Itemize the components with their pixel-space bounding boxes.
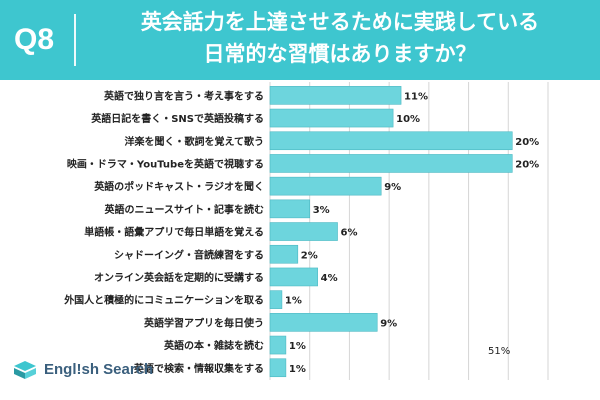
data-label: 1% (289, 364, 306, 375)
category-label: 英語で検索・情報収集をする (133, 362, 264, 375)
bar (269, 335, 287, 355)
category-label: 英語の本・雑誌を読む (163, 339, 264, 352)
category-label: 英語学習アプリを毎日使う (143, 316, 264, 329)
data-label: 10% (396, 114, 420, 125)
question-number: Q8 (14, 23, 55, 56)
bar (269, 199, 311, 219)
book-icon (14, 361, 36, 379)
bar (269, 290, 283, 309)
category-label: 英語で独り言を言う・考え事をする (103, 89, 264, 102)
data-label: 9% (380, 318, 397, 329)
bar (269, 267, 318, 287)
header-divider (74, 14, 76, 66)
category-label: 英語のポッドキャスト・ラジオを聞く (93, 180, 264, 193)
bar (269, 358, 287, 378)
title-line-2: 日常的な習慣はありますか？ (203, 42, 477, 66)
bar (269, 154, 513, 173)
header-banner: Q8 英会話力を上達させるために実践している 日常的な習慣はありますか？ (0, 0, 600, 80)
title-line-1: 英会話力を上達させるために実践している (140, 10, 540, 34)
bar (269, 222, 338, 241)
bar (269, 108, 394, 128)
category-label: 洋楽を聞く・歌詞を覚えて歌う (125, 135, 265, 148)
data-label: 2% (301, 250, 318, 261)
bar-chart: 英語で独り言を言う・考え事をする 11% 英語日記を書く・SNSで英語投稿する 10%… (63, 82, 549, 380)
category-label: オンライン英会話を定期的に受講する (94, 271, 264, 284)
data-label: 9% (384, 182, 401, 193)
logo: Engl!sh Search (12, 357, 153, 381)
data-label: 4% (321, 273, 338, 284)
category-label: 英語日記を書く・SNSで英語投稿する (90, 112, 264, 125)
data-label: 3% (313, 205, 330, 216)
data-label: 6% (341, 228, 358, 239)
data-label: 11% (404, 91, 428, 102)
bar (269, 176, 382, 196)
logo-text: Engl!sh Search (44, 360, 154, 378)
category-label: 単語帳・語彙アプリで毎日単語を覚える (84, 226, 264, 239)
bar (269, 244, 299, 264)
chart-title: 英会話力を上達させるために実践している 日常的な習慣はありますか？ (90, 6, 590, 70)
data-label: 1% (285, 296, 302, 307)
category-label: 外国人と積極的にコミュニケーションを取る (63, 294, 264, 307)
category-label: 英語のニュースサイト・記事を読む (104, 203, 265, 216)
bar (269, 131, 513, 151)
category-label: シャドーイング・音読練習をする (114, 248, 264, 261)
data-label: 20% (515, 159, 539, 170)
category-label: 映画・ドラマ・YouTubeを英語で視聴する (67, 157, 264, 170)
bar (269, 86, 402, 105)
data-label: 1% (289, 341, 306, 352)
data-label: 20% (515, 137, 539, 148)
bar (269, 313, 378, 332)
footnote-value: 51% (488, 346, 511, 357)
